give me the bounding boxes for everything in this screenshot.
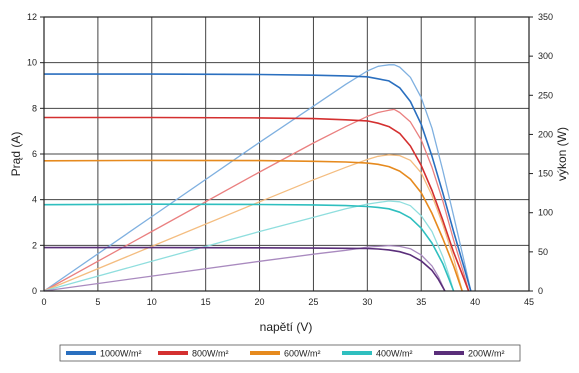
curves xyxy=(43,64,472,292)
y-right-tick-label: 350 xyxy=(538,12,553,22)
y-left-tick-label: 10 xyxy=(27,58,37,68)
y-left-tick-label: 0 xyxy=(32,286,37,296)
legend-label-0: 1000W/m² xyxy=(100,349,142,359)
y-axis-left-title: Prąd (A) xyxy=(9,132,23,177)
legend-swatch-4 xyxy=(434,351,464,355)
power-curve-3 xyxy=(43,200,455,292)
power-curve-4 xyxy=(43,244,446,292)
y-right-tick-label: 200 xyxy=(538,129,553,139)
x-tick-label: 5 xyxy=(95,297,100,307)
plot-frame xyxy=(43,16,530,292)
y-right-tick-label: 300 xyxy=(538,51,553,61)
legend-swatch-3 xyxy=(342,351,372,355)
power-curve-2 xyxy=(43,154,463,292)
x-tick-label: 15 xyxy=(201,297,211,307)
legend: 1000W/m² 800W/m² 600W/m² 400W/m² 200W/m² xyxy=(59,344,521,362)
x-tick-label: 0 xyxy=(41,297,46,307)
y-right-tick-label: 50 xyxy=(538,247,548,257)
y-right-tick-label: 150 xyxy=(538,169,553,179)
legend-swatch-2 xyxy=(250,351,280,355)
x-tick-label: 10 xyxy=(147,297,157,307)
current-curve-0 xyxy=(44,73,472,292)
grid xyxy=(44,17,529,291)
y-left-tick-label: 12 xyxy=(27,12,37,22)
current-curve-4 xyxy=(44,246,446,292)
x-tick-label: 40 xyxy=(470,297,480,307)
legend-label-1: 800W/m² xyxy=(192,349,229,359)
x-axis-title: napětí (V) xyxy=(260,320,313,334)
legend-swatch-1 xyxy=(158,351,188,355)
y-right-tick-label: 250 xyxy=(538,90,553,100)
y-right-tick-label: 100 xyxy=(538,208,553,218)
legend-label-4: 200W/m² xyxy=(468,349,505,359)
y-right-tick-label: 0 xyxy=(538,286,543,296)
power-curve-1 xyxy=(43,108,470,292)
x-tick-label: 30 xyxy=(362,297,372,307)
y-left-tick-label: 6 xyxy=(32,149,37,159)
legend-label-3: 400W/m² xyxy=(376,349,413,359)
legend-box xyxy=(59,344,521,362)
y-left-tick-label: 4 xyxy=(32,195,37,205)
x-tick-label: 35 xyxy=(416,297,426,307)
y-axis-right-title: výkon (W) xyxy=(555,127,569,181)
current-curve-1 xyxy=(44,116,470,292)
legend-swatch-0 xyxy=(66,351,96,355)
current-curve-2 xyxy=(43,159,463,292)
x-tick-label: 45 xyxy=(524,297,534,307)
x-tick-label: 20 xyxy=(255,297,265,307)
legend-label-2: 600W/m² xyxy=(284,349,321,359)
x-tick-label: 25 xyxy=(308,297,318,307)
y-left-tick-label: 2 xyxy=(32,240,37,250)
y-left-tick-label: 8 xyxy=(32,103,37,113)
current-curve-3 xyxy=(43,203,455,292)
tick-labels: 0 5 10 15 20 25 30 35 40 45 0 2 4 6 8 10 12 0 50 100 150 200 2… xyxy=(27,12,553,307)
axes xyxy=(40,16,533,292)
